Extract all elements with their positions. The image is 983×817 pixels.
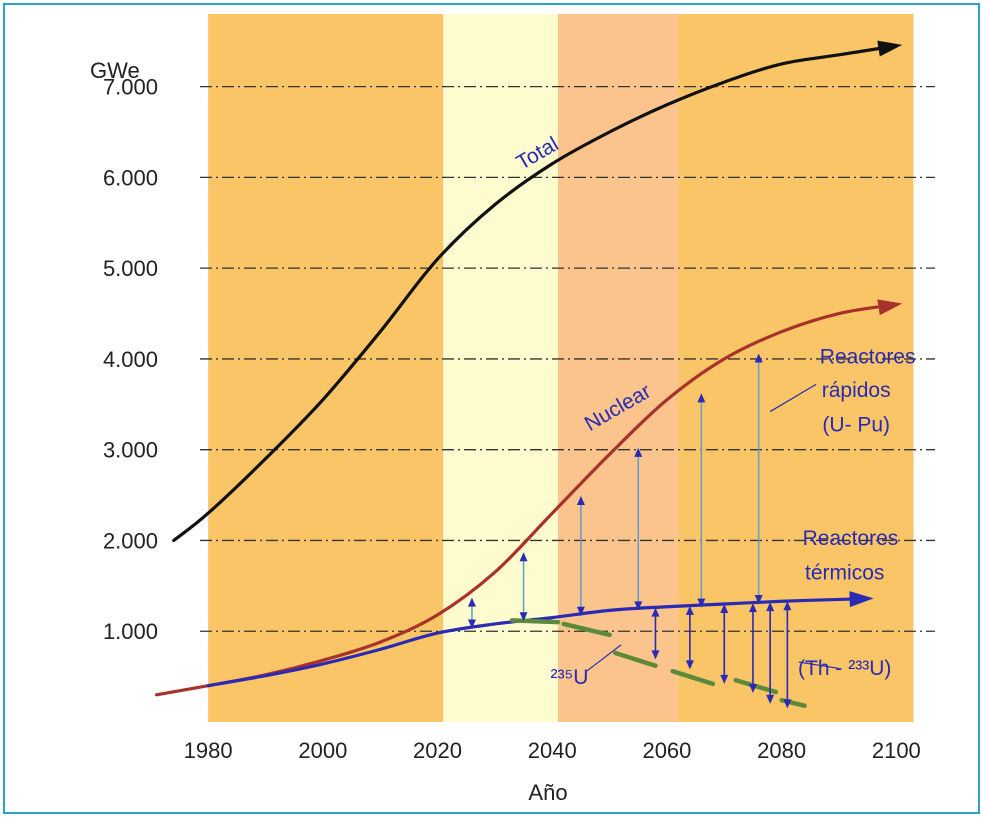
y-tick-label: 6.000 bbox=[103, 165, 158, 190]
thorium-arrow-1-head-bottom bbox=[685, 660, 694, 670]
fast-reactor-arrow-1-head-top bbox=[519, 552, 528, 562]
fast-reactor-arrow-0-head-top bbox=[467, 597, 476, 607]
fast-reactor-arrow-2 bbox=[576, 495, 585, 616]
x-tick-label: 2000 bbox=[298, 738, 347, 763]
fast-reactor-arrow-1-head-bottom bbox=[519, 612, 528, 622]
u235-segment-1 bbox=[561, 621, 612, 638]
thorium-arrow-3 bbox=[748, 603, 757, 693]
thorium-arrow-4-head-top bbox=[766, 602, 775, 612]
fast-reactor-arrow-0 bbox=[467, 597, 476, 629]
thorium-arrow-1-head-top bbox=[685, 605, 694, 615]
fast-reactor-arrow-3-head-top bbox=[634, 447, 643, 457]
fast-reactor-arrow-5-head-top bbox=[754, 353, 763, 363]
thorium-arrow-0-head-bottom bbox=[651, 650, 660, 660]
u235-segment-3 bbox=[670, 668, 716, 687]
thorium-arrow-4 bbox=[766, 602, 775, 704]
fast-reactor-arrow-0-head-bottom bbox=[467, 619, 476, 629]
thorium-leader bbox=[798, 661, 840, 670]
series-line-reactores-t-rmicos bbox=[206, 596, 870, 688]
y-tick-label: 5.000 bbox=[103, 256, 158, 281]
fast-reactor-arrow-4-head-top bbox=[697, 393, 706, 403]
series-line-total bbox=[172, 44, 898, 543]
thorium-arrow-4-head-bottom bbox=[766, 694, 775, 704]
annotation-label: ²³⁵U bbox=[551, 666, 589, 689]
thorium-arrow-1 bbox=[685, 605, 694, 670]
u235-segment-2 bbox=[613, 650, 658, 668]
fast-reactor-arrow-4 bbox=[697, 393, 706, 608]
thorium-arrow-3-head-top bbox=[748, 603, 757, 613]
y-axis-label: GWe bbox=[90, 58, 140, 83]
fast-reactor-arrow-2-head-top bbox=[576, 495, 585, 505]
annotation-label: (Th - ²³³U) bbox=[798, 657, 891, 680]
y-tick-label: 4.000 bbox=[103, 347, 158, 372]
thorium-arrow-5-head-bottom bbox=[783, 699, 792, 709]
u235-segment-0 bbox=[509, 618, 561, 625]
thorium-arrow-2-head-bottom bbox=[720, 674, 729, 684]
x-tick-label: 2040 bbox=[528, 738, 577, 763]
background-band-0 bbox=[208, 14, 444, 722]
y-tick-label: 2.000 bbox=[103, 528, 158, 553]
series-layer bbox=[154, 40, 903, 697]
x-axis-label: Año bbox=[528, 780, 567, 805]
fast-reactor-arrow-1 bbox=[519, 552, 528, 622]
annotation-label: Reactores bbox=[820, 345, 916, 368]
thorium-arrow-2-head-top bbox=[720, 604, 729, 613]
thorium-arrow-0 bbox=[651, 607, 660, 660]
thorium-arrow-5 bbox=[783, 601, 792, 709]
series-arrowhead-reactores-t-rmicos bbox=[849, 591, 874, 608]
y-tick-label: 3.000 bbox=[103, 438, 158, 463]
annotation-label: (U- Pu) bbox=[822, 414, 890, 437]
annotation-label: térmicos bbox=[805, 561, 884, 584]
x-tick-label: 1980 bbox=[184, 738, 233, 763]
x-tick-label: 2060 bbox=[642, 738, 691, 763]
arrows-layer bbox=[467, 353, 840, 709]
thorium-arrow-3-head-bottom bbox=[748, 683, 757, 693]
thorium-arrow-2 bbox=[720, 604, 729, 684]
tick-labels: 1.000 2.000 3.000 4.000 5.000 6.000 7.000 1980 2… bbox=[103, 75, 921, 763]
y-tick-label: 1.000 bbox=[103, 619, 158, 644]
annotation-label: rápidos bbox=[822, 379, 891, 402]
background-band-2 bbox=[557, 14, 679, 722]
series-arrowhead-nuclear bbox=[877, 299, 903, 316]
x-tick-label: 2100 bbox=[872, 738, 921, 763]
fast-reactor-arrow-3 bbox=[634, 447, 643, 611]
series-arrowhead-total bbox=[877, 40, 903, 57]
fast-reactor-arrow-2-head-bottom bbox=[576, 606, 585, 616]
x-tick-label: 2020 bbox=[413, 738, 462, 763]
background-bands bbox=[208, 14, 914, 722]
background-band-1 bbox=[443, 14, 558, 722]
thorium-arrow-0-head-top bbox=[651, 607, 660, 617]
x-tick-label: 2080 bbox=[757, 738, 806, 763]
fast-reactor-arrow-5-head-bottom bbox=[754, 595, 763, 604]
fast-reactor-arrow-5 bbox=[754, 353, 763, 604]
y-tick-label: 7.000 bbox=[103, 75, 158, 100]
fast-reactor-leader bbox=[769, 383, 817, 413]
u235-leader bbox=[586, 644, 622, 672]
u235-layer bbox=[509, 618, 807, 708]
fast-reactor-arrow-4-head-bottom bbox=[697, 598, 706, 608]
fast-reactor-arrow-3-head-bottom bbox=[634, 601, 643, 611]
thorium-arrow-5-head-top bbox=[783, 601, 792, 611]
annotation-label: Reactores bbox=[803, 527, 899, 550]
